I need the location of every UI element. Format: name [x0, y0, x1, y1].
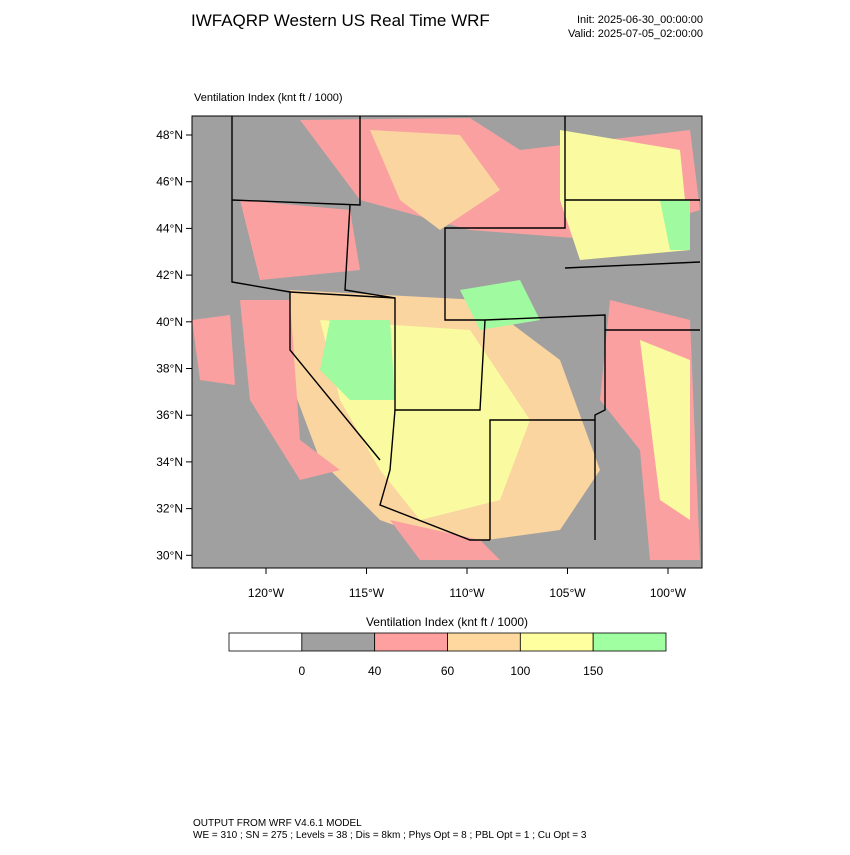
lat-tick-label: 32°N — [156, 502, 183, 516]
init-time: Init: 2025-06-30_00:00:00 — [577, 14, 703, 26]
lat-tick-label: 48°N — [156, 128, 183, 142]
colorbar-label: 0 — [298, 664, 305, 678]
colorbar-title: Ventilation Index (knt ft / 1000) — [366, 615, 528, 629]
lat-tick-label: 36°N — [156, 408, 183, 422]
colorbar-label: 100 — [510, 664, 530, 678]
lat-tick-label: 38°N — [156, 362, 183, 376]
lon-tick-label: 105°W — [549, 586, 586, 600]
map-frame — [191, 115, 703, 569]
colorbar-box — [519, 632, 594, 652]
map — [192, 116, 702, 568]
lat-tick-label: 46°N — [156, 175, 183, 189]
lat-axis: 48°N 46°N 44°N 42°N 40°N 38°N 36°N 34°N 32°N 30°N — [156, 128, 192, 562]
colorbar-box — [592, 632, 667, 652]
lat-tick-label: 40°N — [156, 315, 183, 329]
valid-time: Valid: 2025-07-05_02:00:00 — [568, 28, 703, 40]
footer-line1: OUTPUT FROM WRF V4.6.1 MODEL — [193, 818, 362, 829]
map-label: Ventilation Index (knt ft / 1000) — [194, 92, 343, 104]
lon-tick-label: 100°W — [650, 586, 687, 600]
lat-tick-label: 44°N — [156, 221, 183, 235]
lon-tick-label: 110°W — [449, 586, 485, 600]
colorbar-label: 40 — [368, 664, 382, 678]
title: IWFAQRP Western US Real Time WRF — [191, 11, 490, 30]
colorbar-box — [301, 632, 376, 652]
lon-tick-label: 120°W — [248, 586, 285, 600]
footer-line2: WE = 310 ; SN = 275 ; Levels = 38 ; Dis … — [193, 830, 587, 841]
lat-tick-label: 34°N — [156, 455, 183, 469]
lat-tick-label: 42°N — [156, 268, 183, 282]
colorbar-label: 150 — [583, 664, 603, 678]
lon-tick-label: 115°W — [349, 586, 385, 600]
lat-tick-label: 30°N — [156, 548, 183, 562]
colorbar-box — [374, 632, 448, 652]
colorbar-box — [447, 632, 521, 652]
colorbar-label: 60 — [441, 664, 455, 678]
colorbar-box — [228, 632, 303, 652]
lon-axis: 120°W 115°W 110°W 105°W 100°W — [248, 568, 687, 600]
colorbar: 0 40 60 100 150 — [228, 632, 667, 678]
